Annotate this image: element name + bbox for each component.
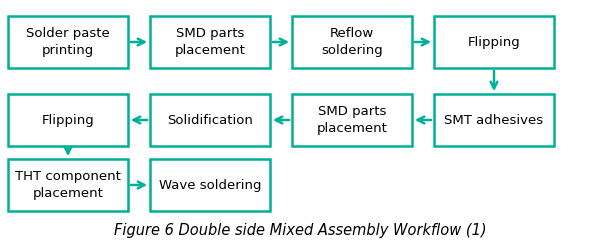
FancyBboxPatch shape (150, 94, 270, 146)
FancyBboxPatch shape (8, 94, 128, 146)
Text: SMT adhesives: SMT adhesives (445, 114, 544, 126)
Text: Reflow
soldering: Reflow soldering (321, 27, 383, 57)
FancyBboxPatch shape (292, 16, 412, 68)
FancyBboxPatch shape (434, 16, 554, 68)
Text: SMD parts
placement: SMD parts placement (317, 105, 388, 135)
Text: Solder paste
printing: Solder paste printing (26, 27, 110, 57)
Text: THT component
placement: THT component placement (15, 170, 121, 200)
FancyBboxPatch shape (150, 159, 270, 211)
FancyBboxPatch shape (150, 16, 270, 68)
FancyBboxPatch shape (8, 16, 128, 68)
Text: SMD parts
placement: SMD parts placement (175, 27, 245, 57)
FancyBboxPatch shape (8, 159, 128, 211)
FancyBboxPatch shape (434, 94, 554, 146)
FancyBboxPatch shape (292, 94, 412, 146)
Text: Wave soldering: Wave soldering (159, 179, 261, 191)
Text: Flipping: Flipping (41, 114, 94, 126)
Text: Solidification: Solidification (167, 114, 253, 126)
Text: Flipping: Flipping (467, 36, 520, 49)
Text: Figure 6 Double side Mixed Assembly Workflow (1): Figure 6 Double side Mixed Assembly Work… (113, 223, 487, 238)
